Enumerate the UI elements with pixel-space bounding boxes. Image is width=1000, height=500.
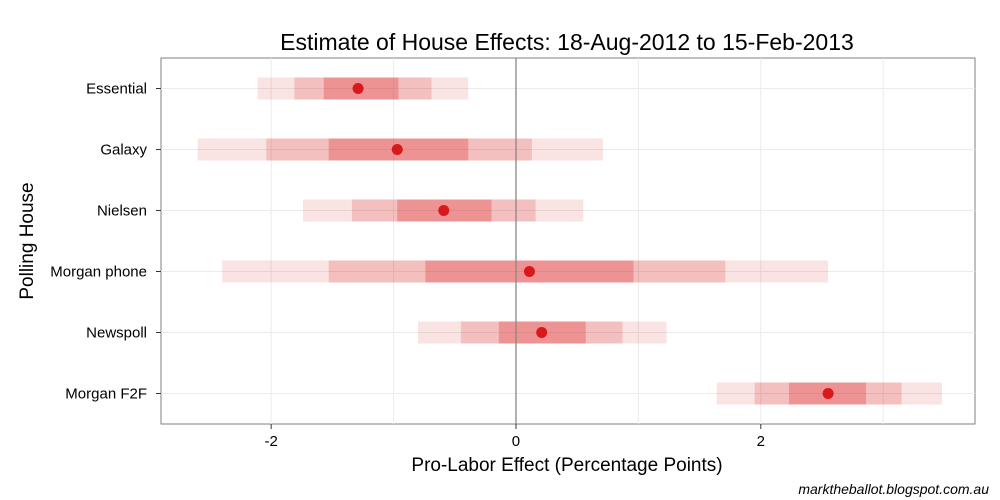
y-tick-label: Newspoll: [86, 325, 147, 342]
gridlines: [161, 58, 975, 424]
x-axis-ticks: -2 0 2: [264, 424, 765, 450]
y-tick-label: Galaxy: [100, 142, 147, 159]
y-tick-label: Essential: [86, 81, 147, 98]
plot-panel: [160, 57, 976, 425]
y-tick-label: Nielsen: [97, 203, 147, 220]
y-tick-label: Morgan F2F: [65, 386, 147, 403]
x-tick-label: 0: [512, 433, 520, 450]
point-estimate-morgan-f2f: [822, 388, 834, 399]
point-estimate-newspoll: [536, 327, 548, 338]
y-tick-label: Morgan phone: [50, 264, 147, 281]
x-tick-label: -2: [264, 433, 277, 450]
x-axis-label: Pro-Labor Effect (Percentage Points): [411, 455, 722, 476]
x-tick-label: 2: [757, 433, 765, 450]
point-estimates: [352, 83, 834, 399]
y-axis-label: Polling House: [17, 182, 38, 299]
house-interval-nielsen: [302, 199, 584, 222]
point-estimate-nielsen: [438, 205, 450, 216]
point-estimate-essential: [352, 83, 364, 94]
credit-text: marktheballot.blogspot.com.au: [798, 481, 989, 497]
point-estimate-galaxy: [391, 144, 403, 155]
point-estimate-morgan-phone: [523, 266, 535, 277]
y-axis-category-labels: Essential Galaxy Nielsen Morgan phone Newspo…: [50, 81, 161, 403]
chart-title: Estimate of House Effects: 18-Aug-2012 t…: [280, 29, 854, 55]
